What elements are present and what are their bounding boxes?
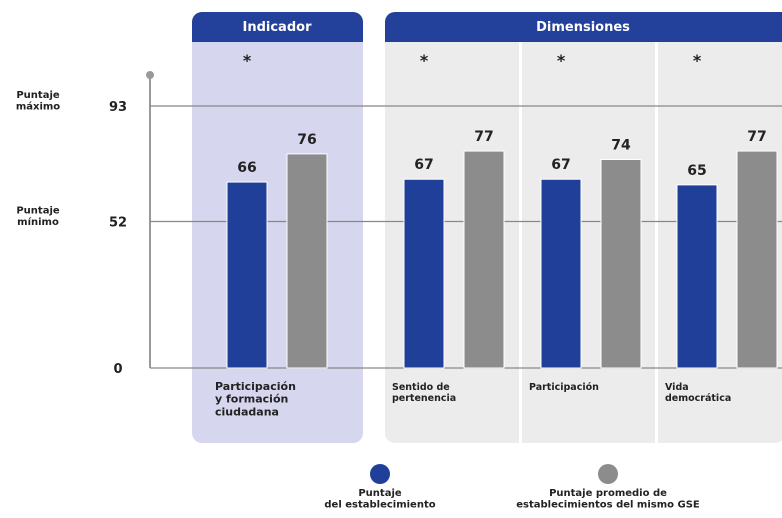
bar xyxy=(600,159,642,369)
y-tick-label: 0 xyxy=(113,362,122,377)
bar xyxy=(540,178,582,369)
annotation: * xyxy=(557,51,566,70)
legend-marker xyxy=(370,464,390,484)
value-label: 77 xyxy=(474,129,493,145)
value-label: 67 xyxy=(551,157,570,173)
header-bg xyxy=(192,12,363,42)
x-tick-label: Participación xyxy=(529,382,599,393)
bar xyxy=(676,184,718,369)
x-tick-label: Vida democrática xyxy=(665,382,731,404)
bar xyxy=(286,153,328,369)
y-tick-name: Puntaje máximo xyxy=(16,90,60,113)
value-label: 66 xyxy=(237,160,256,176)
value-label: 67 xyxy=(414,157,433,173)
bar xyxy=(226,181,268,369)
annotation: * xyxy=(693,51,702,70)
bar xyxy=(403,178,445,369)
value-label: 76 xyxy=(297,132,316,148)
header: Indicador xyxy=(243,20,313,35)
x-tick-label: Sentido de pertenencia xyxy=(392,382,456,404)
annotation: * xyxy=(243,51,252,70)
value-label: 77 xyxy=(747,129,766,145)
bar xyxy=(736,150,778,369)
header: Dimensiones xyxy=(536,20,630,35)
y-tick-label: 52 xyxy=(109,216,127,231)
indicator-panel xyxy=(192,12,363,443)
value-label: 74 xyxy=(611,138,631,154)
axis-end xyxy=(146,71,154,79)
dimensions-panel xyxy=(385,12,782,443)
legend-label: Puntaje del establecimiento xyxy=(324,488,435,511)
header-bg xyxy=(385,12,782,42)
legend-label: Puntaje promedio de establecimientos del … xyxy=(516,488,700,511)
annotation: * xyxy=(420,51,429,70)
bar xyxy=(463,150,505,369)
legend-marker xyxy=(598,464,618,484)
x-tick-label: Participación y formación ciudadana xyxy=(215,380,296,418)
panel-divider xyxy=(655,42,658,443)
value-label: 65 xyxy=(687,163,706,179)
y-tick-label: 93 xyxy=(109,100,127,115)
y-tick-name: Puntaje mínimo xyxy=(16,206,60,229)
panel-divider xyxy=(519,42,522,443)
